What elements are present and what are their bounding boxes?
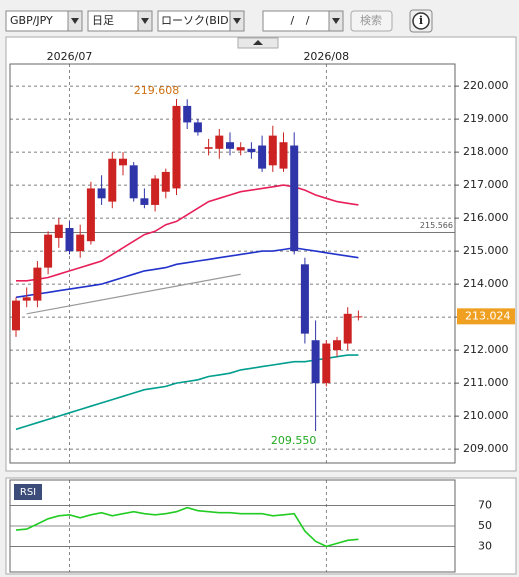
candle-body: [247, 148, 256, 153]
x-tick-label: 2026/07: [47, 50, 93, 63]
y-tick-label: 209.000: [463, 442, 509, 455]
candle-body: [322, 343, 331, 384]
trend-line: [26, 273, 241, 315]
candle-body: [311, 340, 320, 384]
period-text: 日足: [92, 14, 114, 27]
x-tick-label: 2026/08: [303, 50, 349, 63]
arrow-icon: [141, 18, 149, 24]
candle-body: [33, 267, 42, 301]
y-tick-label: 220.000: [463, 79, 509, 92]
collapse-icon: [253, 40, 263, 45]
y-tick-label: 210.000: [463, 409, 509, 422]
rsi-tick-label: 50: [478, 519, 492, 532]
plot-area: [9, 63, 456, 464]
y-tick-label: 216.000: [463, 211, 509, 224]
info-text: i: [419, 14, 423, 27]
date-text: / /: [291, 14, 310, 27]
y-tick-label: 219.000: [463, 112, 509, 125]
low-label: 209.550: [271, 434, 317, 447]
last-price-box: [457, 308, 515, 325]
high-label: 219.608: [134, 84, 180, 97]
candle-body: [333, 340, 341, 351]
kind-text: ローソク(BID): [161, 14, 233, 27]
candle-body: [290, 145, 299, 252]
candle-body: [44, 234, 53, 268]
y-tick-label: 214.000: [463, 277, 509, 290]
rsi-tick-label: 30: [478, 539, 492, 552]
candle-body: [54, 224, 63, 238]
candle-body: [258, 145, 267, 169]
moving-average: [15, 354, 359, 431]
candle-body: [215, 135, 224, 149]
pair-text: GBP/JPY: [10, 14, 53, 27]
last-price-label: 213.024: [465, 309, 511, 322]
arrow-icon: [71, 18, 79, 24]
candle-body: [161, 171, 170, 192]
y-tick-label: 211.000: [463, 376, 509, 389]
info-circle: [412, 12, 430, 30]
candle-body: [108, 158, 117, 202]
candle-body: [300, 264, 309, 334]
arrow-icon: [233, 18, 241, 24]
moving-average: [16, 184, 359, 282]
candle-body: [22, 297, 31, 301]
y-tick-label: 218.000: [463, 145, 509, 158]
candle-body: [97, 188, 106, 199]
y-tick-label: 217.000: [463, 178, 509, 191]
rsi-badge: [14, 484, 42, 500]
candle-body: [193, 122, 202, 133]
candle-body: [226, 142, 234, 149]
candle-body: [236, 147, 245, 151]
candle-body: [129, 165, 138, 199]
search-text: 検索: [360, 13, 382, 27]
rsi-name: RSI: [20, 487, 36, 498]
candle-body: [119, 158, 127, 166]
arrow-icon: [332, 18, 340, 24]
candle-body: [76, 234, 85, 252]
candle-body: [183, 105, 192, 123]
search-button[interactable]: [350, 10, 393, 32]
toolbar: GBP/JPY 日足 ローソク(BID) / / 検索 i: [5, 9, 433, 33]
candle-body: [86, 188, 95, 242]
y-tick-label: 215.000: [463, 244, 509, 257]
candle-body: [140, 198, 149, 205]
candle-body: [151, 178, 160, 205]
candle-body: [354, 316, 363, 318]
candle-body: [204, 147, 213, 149]
y-tick-label: 212.000: [463, 343, 509, 356]
candle-body: [279, 142, 288, 169]
candle-body: [12, 300, 20, 331]
rsi-line: [15, 506, 359, 548]
candle-body: [268, 135, 277, 166]
candle-body: [343, 313, 352, 344]
candle-body: [65, 228, 74, 252]
rsi-tick-label: 70: [478, 499, 492, 512]
hline-label: 215.566: [420, 221, 453, 230]
candle-body: [172, 105, 181, 189]
moving-average: [15, 246, 359, 299]
